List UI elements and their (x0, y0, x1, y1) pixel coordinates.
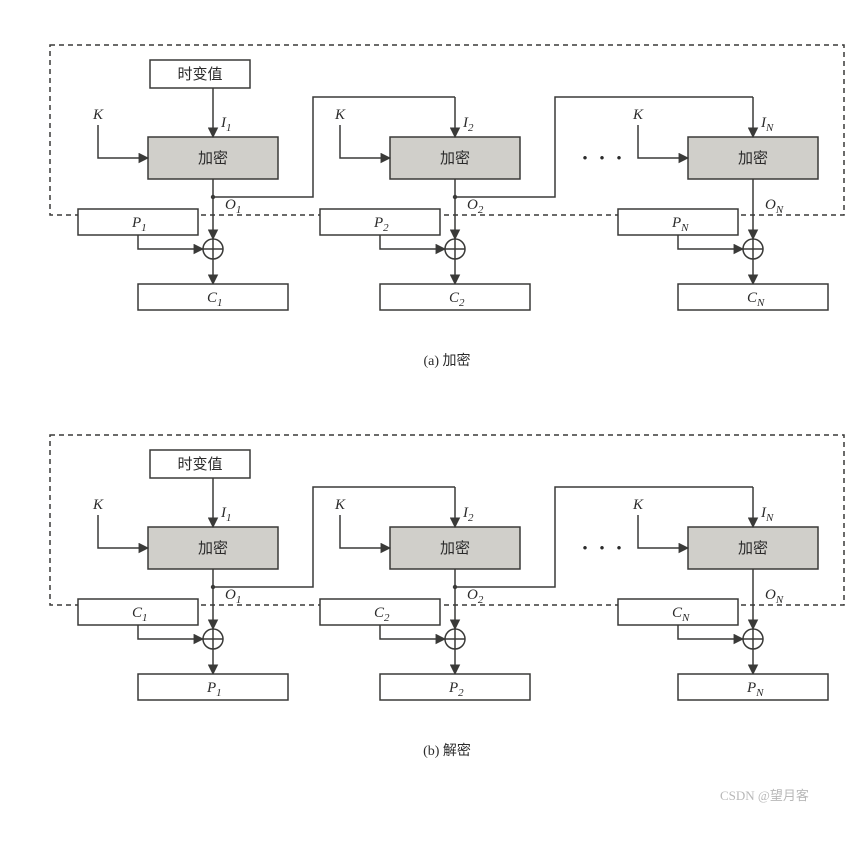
svg-text:IN: IN (760, 505, 774, 524)
svg-text:K: K (92, 107, 104, 123)
svg-text:加密: 加密 (738, 540, 768, 557)
encryption-panel: 时变值加密KI1O1P1C1加密KI2O2P2C2加密KINONPNCN• • … (50, 45, 844, 310)
svg-text:I2: I2 (462, 505, 474, 524)
svg-text:加密: 加密 (440, 540, 470, 557)
svg-text:ON: ON (765, 587, 784, 606)
svg-text:I1: I1 (220, 505, 232, 524)
svg-text:• • •: • • • (582, 541, 625, 557)
svg-text:K: K (632, 497, 644, 513)
ofb-diagram: 时变值加密KI1O1P1C1加密KI2O2P2C2加密KINONPNCN• • … (20, 20, 854, 827)
svg-text:加密: 加密 (198, 540, 228, 557)
svg-text:加密: 加密 (198, 150, 228, 167)
svg-text:O1: O1 (225, 587, 241, 606)
svg-text:IN: IN (760, 115, 774, 134)
svg-text:时变值: 时变值 (177, 456, 222, 473)
watermark-text: CSDN @望月客 (720, 788, 809, 803)
svg-text:O1: O1 (225, 197, 241, 216)
svg-text:时变值: 时变值 (177, 66, 222, 83)
svg-text:K: K (92, 497, 104, 513)
svg-text:I1: I1 (220, 115, 232, 134)
svg-text:K: K (334, 497, 346, 513)
svg-text:加密: 加密 (738, 150, 768, 167)
svg-text:I2: I2 (462, 115, 474, 134)
svg-text:K: K (334, 107, 346, 123)
svg-text:O2: O2 (467, 197, 484, 216)
caption-b: (b) 解密 (423, 742, 471, 759)
svg-text:K: K (632, 107, 644, 123)
svg-text:加密: 加密 (440, 150, 470, 167)
decryption-panel: 时变值加密KI1O1C1P1加密KI2O2C2P2加密KINONCNPN• • … (50, 435, 844, 700)
caption-a: (a) 加密 (423, 352, 470, 369)
svg-text:ON: ON (765, 197, 784, 216)
svg-text:O2: O2 (467, 587, 484, 606)
svg-text:• • •: • • • (582, 151, 625, 167)
